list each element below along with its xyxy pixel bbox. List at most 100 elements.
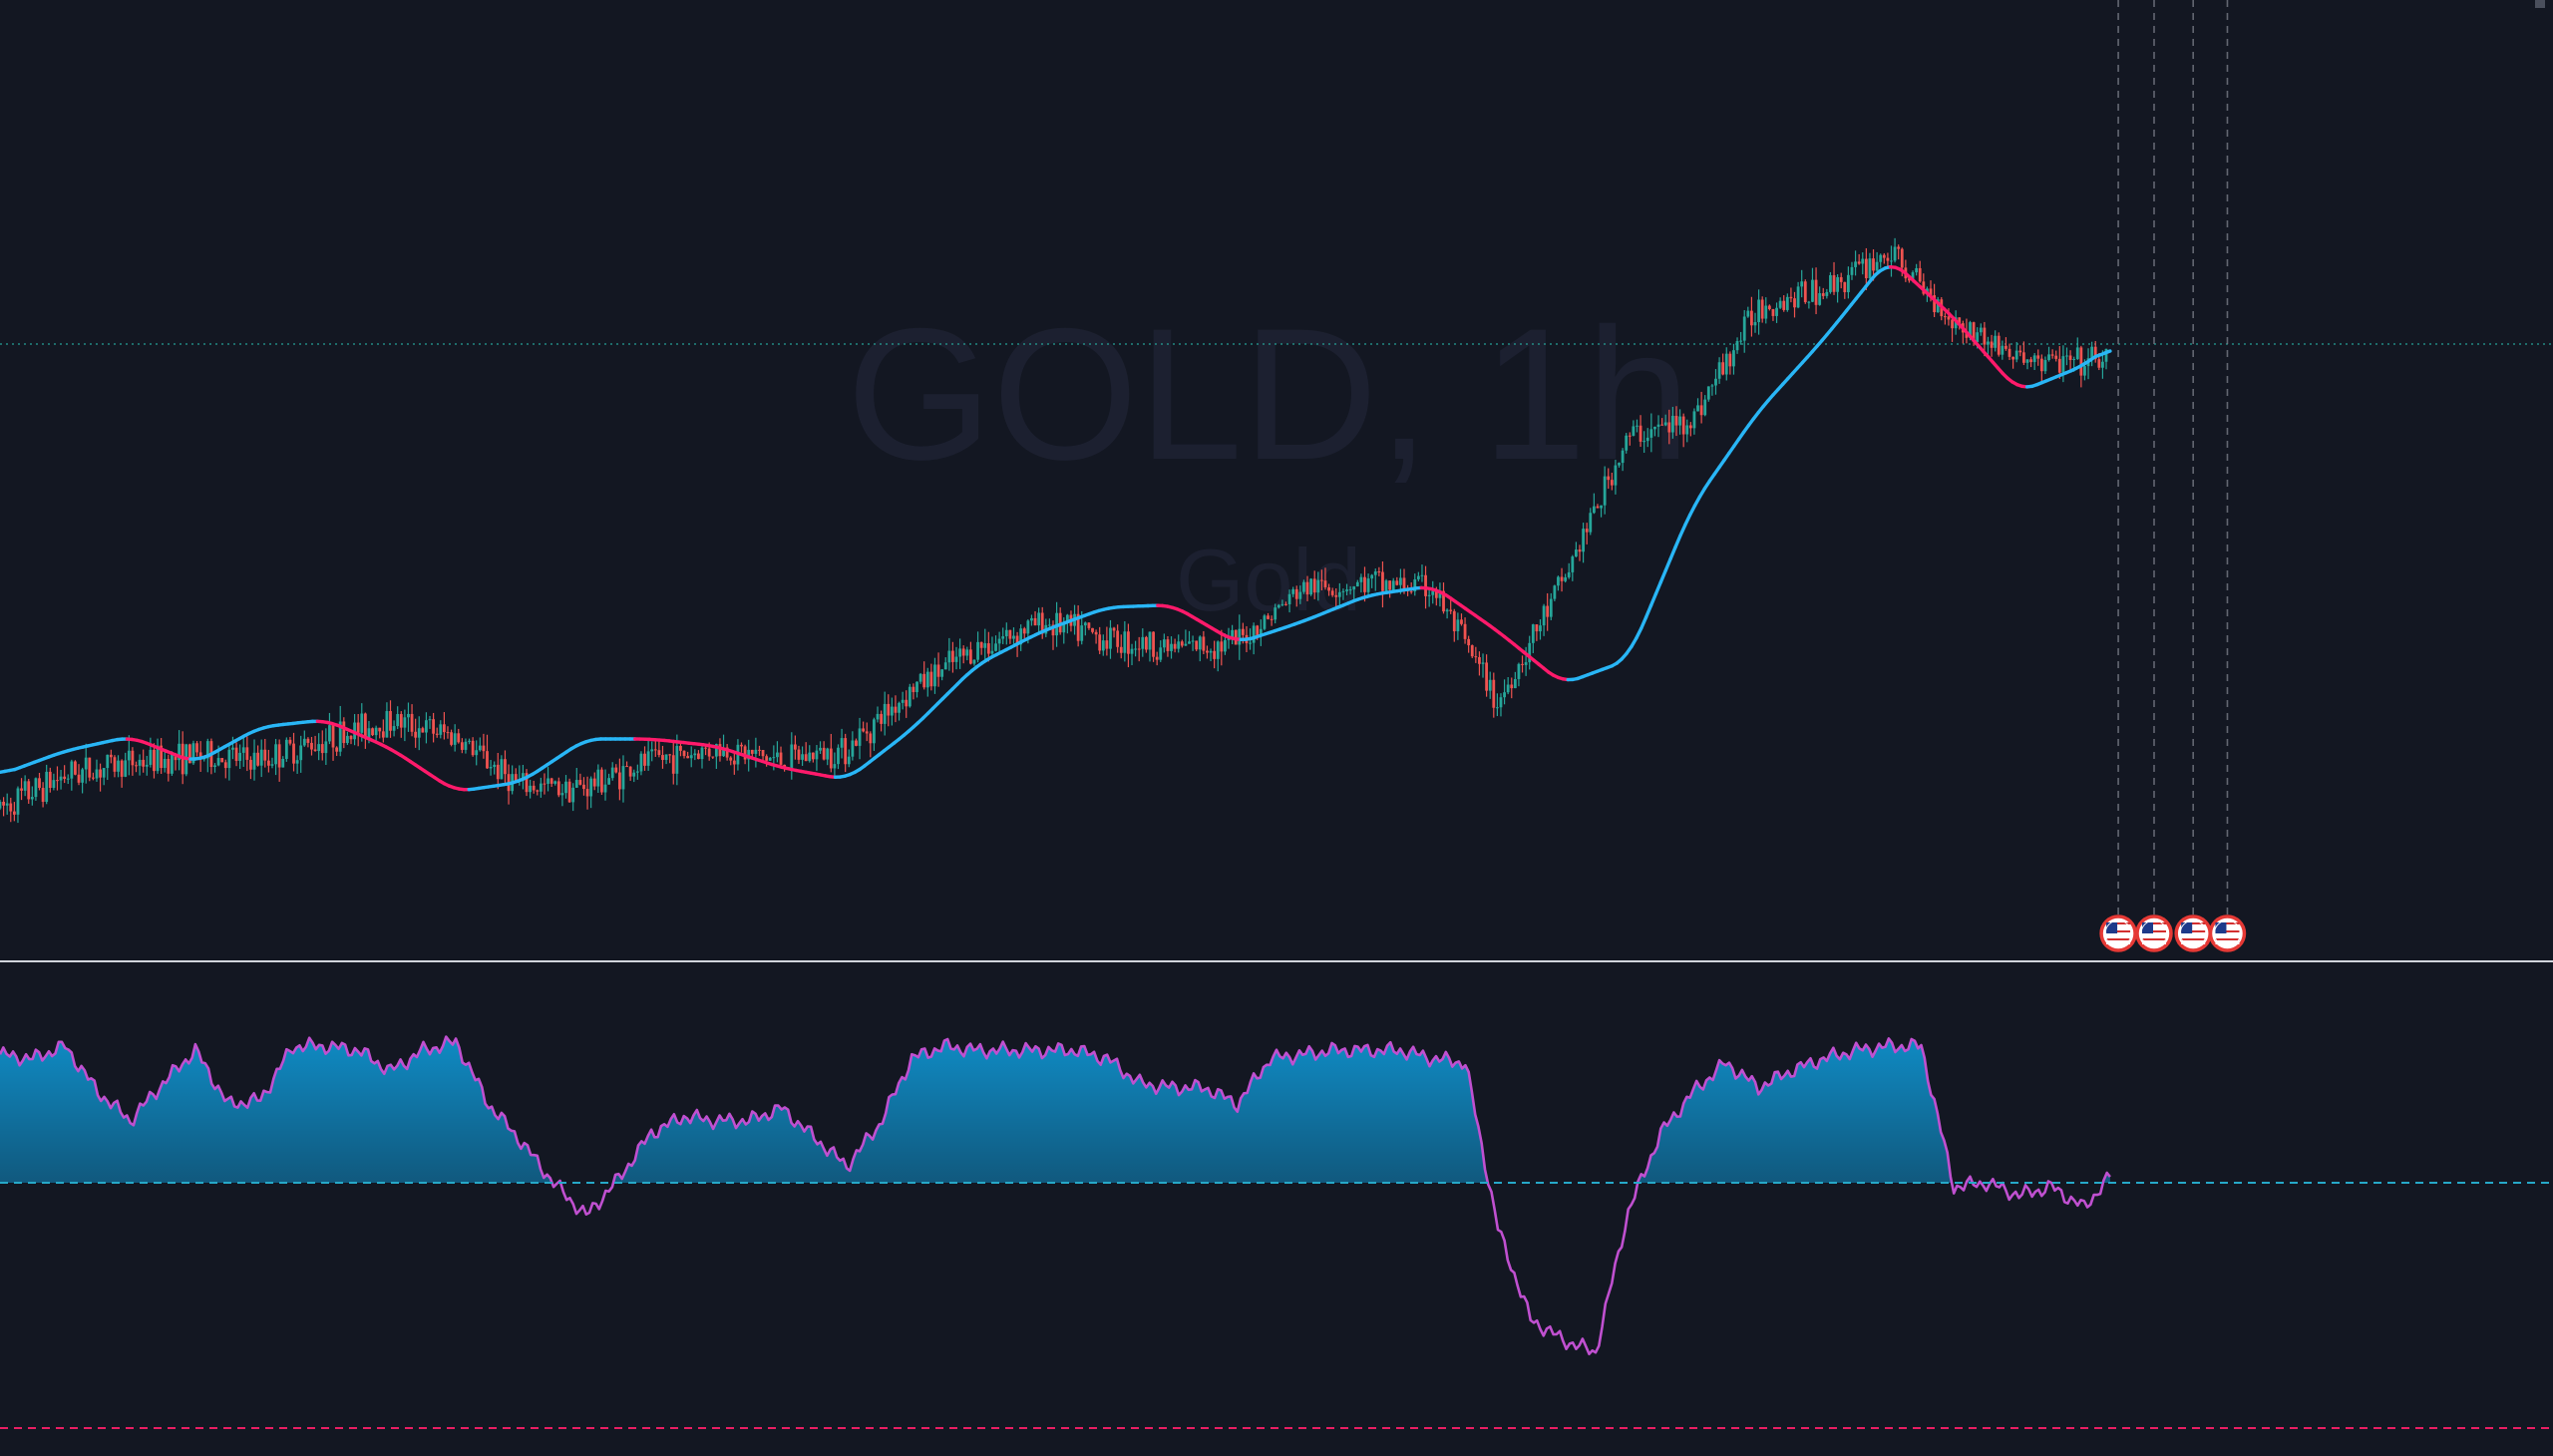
candle-body <box>1470 645 1474 657</box>
candle-body <box>59 776 63 781</box>
candle-body <box>421 728 425 733</box>
candle-body <box>1703 399 1707 416</box>
candle-body <box>231 747 234 750</box>
candle-body <box>2036 355 2040 359</box>
candle-body <box>1557 576 1560 586</box>
candle-body <box>1456 619 1460 632</box>
candle-body <box>117 760 120 772</box>
us-flag-event-icon[interactable] <box>2135 914 2173 952</box>
candle-body <box>1567 571 1571 577</box>
ma-segment <box>1635 626 1643 640</box>
corner-handle[interactable] <box>2535 0 2545 8</box>
candle-body <box>979 641 983 648</box>
candle-body <box>768 757 772 761</box>
candle-body <box>539 783 543 792</box>
candle-body <box>833 764 837 769</box>
candle-body <box>216 758 220 766</box>
candle-body <box>790 744 794 769</box>
candle-body <box>1528 642 1532 663</box>
oscillator-line <box>0 1035 2111 1356</box>
candle-body <box>873 719 876 744</box>
candle-body <box>2083 366 2086 376</box>
candle-body <box>815 750 819 760</box>
candle-body <box>2005 345 2007 349</box>
ma-segment <box>1687 504 1697 517</box>
candle-body <box>621 766 625 790</box>
moving-average <box>0 264 2112 792</box>
candle-body <box>1531 624 1535 643</box>
candle-body <box>1485 662 1489 691</box>
candle-body <box>396 714 400 727</box>
candle-body <box>1130 648 1134 654</box>
candle-body <box>1094 631 1098 635</box>
candle-body <box>1936 299 1940 313</box>
candle-body <box>198 752 202 760</box>
candle-body <box>1900 248 1904 268</box>
candle-body <box>1370 574 1374 579</box>
candle-body <box>1141 636 1145 649</box>
candle-body <box>1048 624 1051 626</box>
candle-body <box>457 733 461 743</box>
candle-body <box>536 790 540 792</box>
candle-body <box>1764 305 1768 319</box>
candle-body <box>34 778 38 798</box>
candle-body <box>722 747 725 757</box>
candle-body <box>1302 581 1305 592</box>
candle-body <box>1442 590 1445 612</box>
candle-body <box>5 803 9 806</box>
candle-body <box>1109 627 1112 649</box>
candle-body <box>547 778 549 784</box>
event-markers[interactable] <box>2099 914 2247 952</box>
candle-body <box>335 747 339 752</box>
candle-body <box>1065 614 1069 623</box>
candle-body <box>1148 631 1152 650</box>
candle-body <box>99 769 102 778</box>
candle-body <box>1542 605 1546 626</box>
candle-body <box>496 764 500 780</box>
candle-body <box>310 742 313 750</box>
candle-body <box>869 733 873 744</box>
us-flag-event-icon[interactable] <box>2208 914 2247 952</box>
candle-body <box>1645 437 1649 442</box>
candle-body <box>961 648 965 656</box>
event-lines <box>2117 0 2229 917</box>
candle-body <box>1452 610 1456 632</box>
candle-body <box>295 760 299 764</box>
candle-body <box>450 732 453 745</box>
candle-body <box>313 749 317 752</box>
candle-body <box>320 744 324 754</box>
us-flag-event-icon[interactable] <box>2174 914 2212 952</box>
candle-body <box>1116 630 1120 647</box>
candle-body <box>592 778 596 787</box>
candle-body <box>378 727 382 732</box>
candle-body <box>460 742 464 750</box>
candle-body <box>1420 574 1424 576</box>
candle-body <box>1732 350 1735 367</box>
candle-body <box>1216 641 1220 659</box>
candle-body <box>596 769 600 787</box>
candle-body <box>747 749 751 760</box>
candle-body <box>153 749 156 772</box>
candle-body <box>1287 593 1291 604</box>
candle-body <box>543 783 547 785</box>
candle-body <box>138 759 142 766</box>
candle-body <box>847 756 851 765</box>
candle-body <box>740 744 743 747</box>
candle-body <box>1621 450 1625 464</box>
candle-body <box>1083 622 1087 626</box>
us-flag-event-icon[interactable] <box>2099 914 2137 952</box>
candle-body <box>145 764 149 767</box>
candle-body <box>135 765 138 767</box>
candle-body <box>976 641 979 660</box>
candle-body <box>1560 576 1564 581</box>
candle-body <box>589 778 593 797</box>
candle-body <box>743 746 747 760</box>
candle-body <box>1123 631 1127 653</box>
candle-body <box>1958 317 1962 324</box>
candle-body <box>1195 640 1199 650</box>
candle-body <box>700 747 704 760</box>
candle-body <box>754 749 758 754</box>
candle-body <box>1431 590 1435 595</box>
candle-body <box>1915 267 1919 273</box>
